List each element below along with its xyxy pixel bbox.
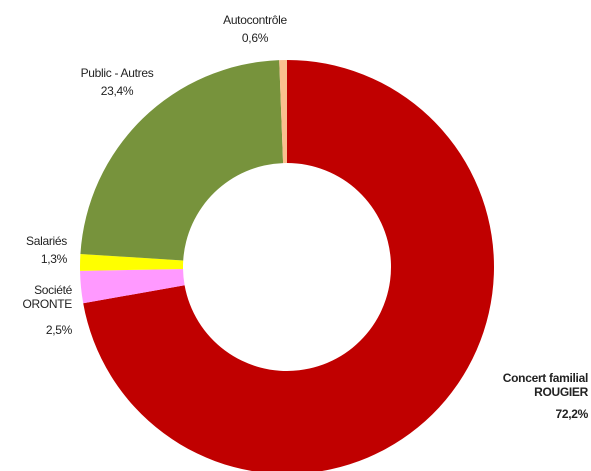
slice-value-label: 2,5% (46, 323, 73, 337)
donut-slice (80, 60, 284, 261)
slice-label: Public - Autres (81, 66, 154, 80)
slice-value-label: 1,3% (41, 252, 68, 266)
slice-label: Autocontrôle (223, 13, 287, 27)
slice-label: Concert familial ROUGIER (503, 371, 589, 399)
donut-slice (80, 254, 184, 271)
donut-slice (83, 60, 494, 471)
donut-slice (80, 268, 185, 304)
slice-label: Société ORONTE (22, 283, 72, 311)
slice-value-label: 72,2% (555, 407, 588, 421)
slice-label: Salariés (26, 234, 67, 248)
slice-value-label: 23,4% (101, 84, 134, 98)
slice-value-label: 0,6% (242, 31, 269, 45)
donut-slice (279, 60, 287, 164)
